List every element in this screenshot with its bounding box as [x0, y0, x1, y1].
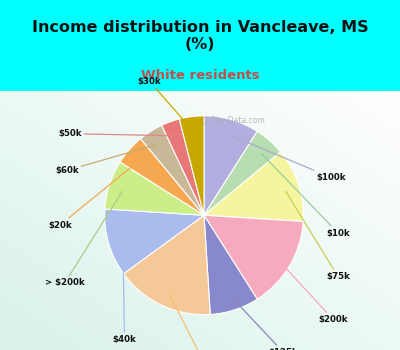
Wedge shape — [204, 131, 280, 215]
Wedge shape — [124, 215, 210, 315]
Text: $60k: $60k — [55, 145, 156, 175]
Text: $75k: $75k — [286, 191, 350, 281]
Text: $125k: $125k — [232, 298, 298, 350]
Text: $20k: $20k — [48, 161, 138, 230]
Text: $30k: $30k — [138, 77, 192, 130]
Text: $100k: $100k — [230, 135, 346, 182]
Wedge shape — [105, 209, 204, 274]
Wedge shape — [162, 119, 204, 215]
Text: ⓘ City-Data.com: ⓘ City-Data.com — [203, 116, 265, 125]
Wedge shape — [141, 125, 204, 215]
Text: $50k: $50k — [58, 129, 173, 138]
Wedge shape — [179, 116, 204, 215]
Text: $150k: $150k — [169, 294, 219, 350]
Wedge shape — [204, 116, 257, 215]
Wedge shape — [204, 215, 257, 314]
Wedge shape — [204, 215, 303, 299]
Wedge shape — [105, 162, 204, 215]
Wedge shape — [120, 139, 204, 215]
Text: $10k: $10k — [262, 154, 350, 238]
Text: $40k: $40k — [112, 241, 136, 344]
Text: White residents: White residents — [141, 69, 259, 82]
Text: > $200k: > $200k — [45, 191, 122, 287]
Wedge shape — [204, 152, 303, 222]
Text: Income distribution in Vancleave, MS
(%): Income distribution in Vancleave, MS (%) — [32, 20, 368, 52]
Text: $200k: $200k — [279, 260, 348, 324]
